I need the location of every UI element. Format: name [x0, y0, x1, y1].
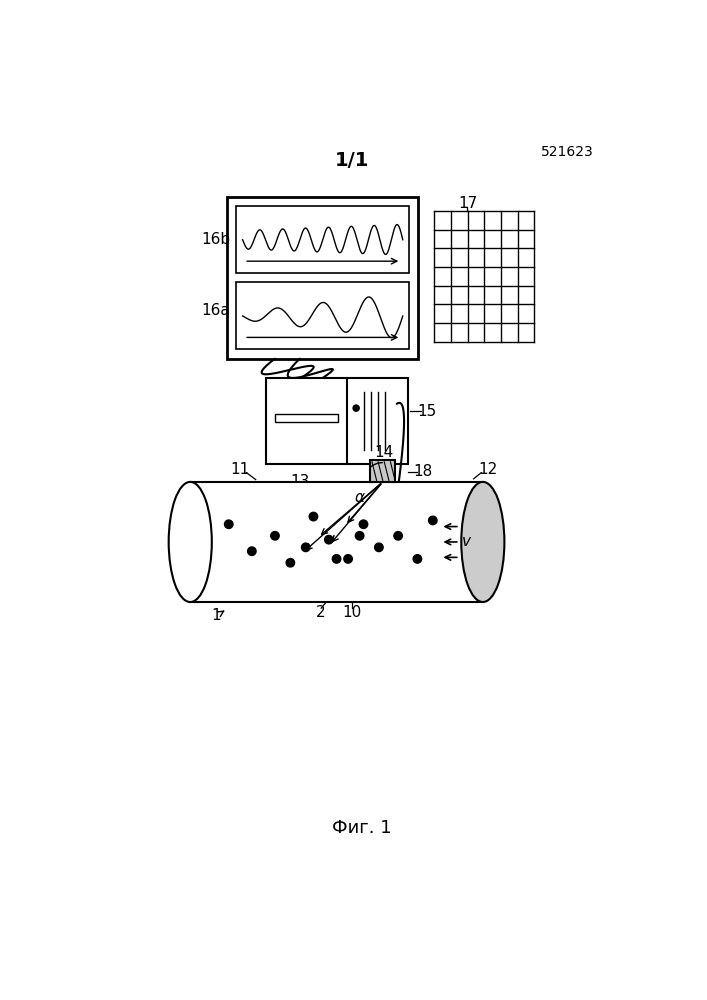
Bar: [275, 414, 338, 422]
Text: 10: 10: [342, 605, 361, 620]
Circle shape: [359, 520, 368, 528]
Text: 16b: 16b: [201, 232, 230, 247]
Circle shape: [309, 512, 317, 521]
Text: 2: 2: [316, 605, 326, 620]
Bar: [370, 460, 395, 482]
Text: Фиг. 1: Фиг. 1: [332, 819, 392, 837]
Ellipse shape: [461, 482, 504, 602]
Text: 17: 17: [458, 196, 477, 211]
Circle shape: [301, 543, 310, 552]
Circle shape: [225, 520, 233, 528]
Text: 14: 14: [375, 445, 394, 460]
Circle shape: [375, 543, 383, 552]
Bar: [236, 206, 409, 273]
Circle shape: [356, 532, 364, 540]
Circle shape: [325, 535, 333, 544]
Circle shape: [344, 555, 352, 563]
Text: 1/1: 1/1: [334, 151, 369, 170]
Text: 16a: 16a: [201, 303, 230, 318]
Text: 18: 18: [413, 464, 433, 479]
Text: α: α: [355, 490, 365, 505]
Circle shape: [271, 532, 279, 540]
Circle shape: [428, 516, 437, 525]
Circle shape: [353, 405, 359, 411]
Bar: [190, 482, 483, 602]
Text: 15: 15: [418, 404, 437, 419]
Circle shape: [394, 532, 402, 540]
Circle shape: [332, 555, 341, 563]
Circle shape: [247, 547, 256, 555]
Text: 521623: 521623: [541, 145, 594, 159]
Text: 1: 1: [211, 608, 221, 623]
Text: 13: 13: [290, 474, 309, 489]
Ellipse shape: [169, 482, 212, 602]
Text: 11: 11: [230, 462, 250, 477]
Text: v: v: [462, 534, 471, 549]
Text: 12: 12: [478, 462, 497, 477]
Bar: [227, 197, 418, 359]
Circle shape: [413, 555, 421, 563]
Bar: [236, 282, 409, 349]
Bar: [266, 378, 408, 464]
Circle shape: [286, 559, 295, 567]
